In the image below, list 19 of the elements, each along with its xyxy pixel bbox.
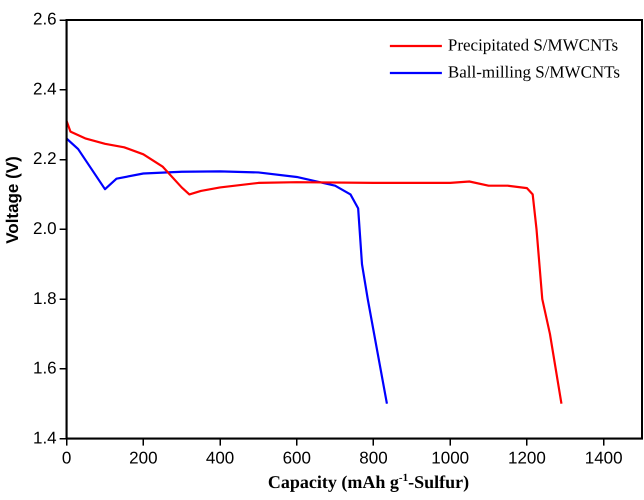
legend-label: Ball-milling S/MWCNTs	[448, 62, 620, 82]
y-tick-label: 2.2	[32, 149, 57, 168]
x-tick-label: 200	[129, 448, 158, 468]
x-tick-label: 1400	[584, 448, 623, 468]
y-tick-label: 1.6	[32, 358, 57, 378]
legend-label: Precipitated S/MWCNTs	[448, 35, 618, 54]
x-tick-label: 800	[359, 448, 388, 468]
y-tick-label: 1.8	[32, 288, 57, 308]
x-tick-label: 1200	[508, 448, 546, 468]
y-tick-label: 2.6	[32, 10, 57, 29]
x-tick-label: 1000	[431, 448, 470, 468]
y-tick-label: 1.4	[32, 428, 57, 448]
y-axis-title: Voltage (V)	[3, 155, 23, 246]
x-tick-label: 0	[62, 448, 72, 468]
y-tick-label: 2.4	[32, 79, 57, 98]
x-tick-label: 400	[206, 448, 234, 468]
y-tick-label: 2.0	[32, 218, 57, 238]
x-tick-label: 600	[282, 448, 311, 468]
x-axis-title: Capacity (mAh g$^{-1}$-Sulfur)	[266, 472, 470, 493]
